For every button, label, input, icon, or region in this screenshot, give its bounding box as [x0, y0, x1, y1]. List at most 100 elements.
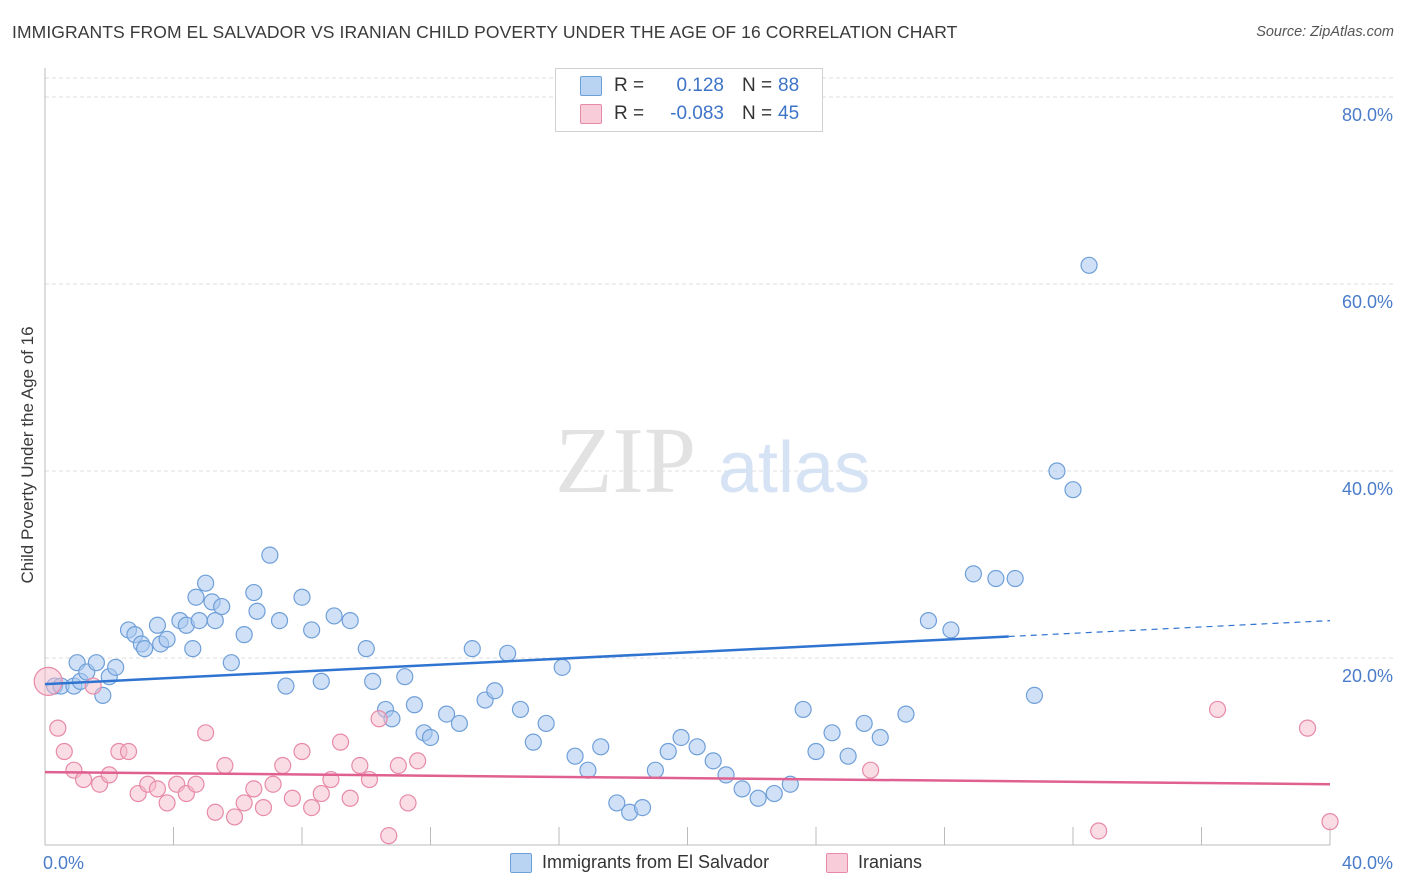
- data-point-iranians: [370, 710, 388, 728]
- data-point-el-salvador: [277, 677, 295, 695]
- data-point-el-salvador: [964, 565, 983, 583]
- watermark-atlas: atlas: [718, 428, 870, 508]
- data-point-el-salvador: [633, 798, 652, 817]
- data-point-iranians: [33, 666, 63, 696]
- data-point-el-salvador: [222, 654, 240, 672]
- data-point-iranians: [254, 798, 273, 817]
- data-point-el-salvador: [187, 588, 205, 606]
- bottom-legend-swatch-blue: [510, 852, 532, 873]
- data-point-el-salvador: [499, 644, 517, 662]
- data-point-el-salvador: [823, 724, 841, 742]
- data-point-el-salvador: [87, 654, 106, 672]
- data-point-el-salvador: [733, 780, 751, 798]
- data-point-el-salvador: [421, 728, 440, 747]
- data-point-el-salvador: [213, 597, 231, 616]
- data-point-el-salvador: [807, 742, 825, 761]
- data-point-el-salvador: [107, 658, 125, 676]
- data-point-iranians: [187, 775, 205, 793]
- data-point-el-salvador: [235, 626, 253, 644]
- data-point-el-salvador: [357, 640, 375, 658]
- data-point-iranians: [74, 770, 93, 789]
- data-point-el-salvador: [592, 738, 610, 756]
- data-point-iranians: [49, 719, 67, 737]
- data-point-el-salvador: [839, 747, 857, 765]
- data-point-el-salvador: [987, 569, 1005, 588]
- watermark-zip: ZIP: [555, 409, 696, 513]
- bottom-legend-iranians: Iranians: [826, 852, 922, 873]
- data-point-el-salvador: [524, 733, 542, 751]
- data-point-el-salvador: [248, 602, 266, 620]
- data-point-el-salvador: [855, 714, 873, 733]
- data-point-el-salvador: [1006, 569, 1024, 588]
- bottom-legend-el-salvador: Immigrants from El Salvador: [510, 852, 769, 873]
- data-point-iranians: [55, 742, 73, 761]
- data-point-iranians: [274, 756, 292, 775]
- data-point-el-salvador: [148, 616, 167, 634]
- data-point-iranians: [225, 808, 244, 826]
- data-point-el-salvador: [486, 682, 504, 700]
- x-tick-label: 0.0%: [43, 853, 84, 873]
- data-point-el-salvador: [672, 728, 690, 747]
- data-point-iranians: [1208, 700, 1227, 719]
- data-point-iranians: [862, 761, 880, 779]
- data-point-el-salvador: [942, 621, 960, 639]
- data-point-iranians: [148, 780, 167, 798]
- data-point-el-salvador: [261, 546, 279, 564]
- legend-n-label: N =: [742, 75, 773, 96]
- x-tick-label: 40.0%: [1342, 853, 1393, 873]
- trend-line-el-salvador-extension: [1008, 620, 1331, 638]
- data-point-el-salvador: [158, 630, 176, 648]
- legend-row-el-salvador: R = 0.128 N = 88: [580, 73, 799, 99]
- data-point-iranians: [264, 775, 282, 793]
- trend-lines: [44, 620, 1331, 786]
- data-point-el-salvador: [897, 705, 915, 723]
- legend-swatch-pink: [580, 104, 602, 124]
- y-tick-label: 80.0%: [1342, 105, 1393, 125]
- data-point-iranians: [235, 794, 253, 812]
- data-point-el-salvador: [1025, 686, 1044, 705]
- data-point-iranians: [1298, 719, 1317, 737]
- data-point-el-salvador: [405, 696, 424, 714]
- data-point-el-salvador: [688, 738, 706, 756]
- data-point-el-salvador: [270, 611, 289, 630]
- data-point-iranians: [206, 803, 224, 821]
- data-point-iranians: [245, 780, 263, 798]
- bottom-legend-label-iranians: Iranians: [858, 852, 923, 872]
- data-point-el-salvador: [659, 742, 677, 761]
- data-point-iranians: [389, 756, 407, 775]
- data-point-el-salvador: [608, 794, 626, 812]
- data-point-iranians: [409, 752, 427, 770]
- y-tick-label: 60.0%: [1342, 292, 1393, 312]
- data-point-iranians: [283, 789, 301, 807]
- data-point-el-salvador: [303, 621, 321, 639]
- tick-labels: 20.0% 40.0% 60.0% 80.0% 0.0% 40.0%: [43, 105, 1393, 873]
- data-point-iranians: [1321, 813, 1339, 831]
- correlation-legend: R = 0.128 N = 88 R = -0.083 N = 45: [555, 68, 823, 132]
- legend-n-value: 88: [778, 75, 800, 96]
- trend-line-el-salvador: [44, 635, 1009, 686]
- data-point-el-salvador: [293, 588, 311, 606]
- data-point-el-salvador: [450, 714, 469, 733]
- data-point-el-salvador: [184, 640, 202, 658]
- series-iranians-points: [33, 666, 1339, 845]
- data-point-el-salvador: [190, 611, 208, 630]
- data-point-el-salvador: [325, 607, 343, 625]
- data-point-el-salvador: [463, 640, 481, 658]
- data-point-el-salvador: [396, 668, 414, 686]
- data-point-iranians: [399, 794, 417, 812]
- data-point-el-salvador: [1064, 481, 1082, 499]
- data-point-el-salvador: [566, 747, 584, 765]
- data-point-iranians: [303, 798, 321, 817]
- legend-r-value: 0.128: [676, 75, 724, 96]
- data-point-el-salvador: [364, 672, 382, 690]
- bottom-legend-label-el-salvador: Immigrants from El Salvador: [542, 852, 770, 872]
- bottom-legend-swatch-pink: [826, 852, 848, 873]
- chart-title: IMMIGRANTS FROM EL SALVADOR VS IRANIAN C…: [12, 22, 958, 42]
- legend-swatch-blue: [580, 76, 602, 96]
- data-point-el-salvador: [537, 714, 555, 733]
- data-point-iranians: [158, 794, 176, 812]
- data-point-el-salvador: [341, 611, 359, 630]
- data-point-el-salvador: [135, 640, 154, 658]
- data-point-el-salvador: [437, 705, 456, 723]
